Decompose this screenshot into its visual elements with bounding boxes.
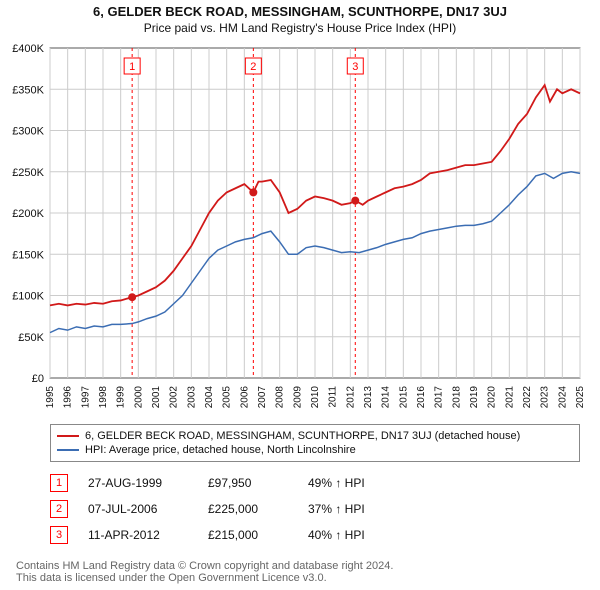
marker-hpi: 49% ↑ HPI bbox=[308, 476, 388, 490]
svg-text:2015: 2015 bbox=[398, 386, 409, 409]
marker-badge: 3 bbox=[50, 526, 68, 544]
svg-text:2003: 2003 bbox=[186, 386, 197, 409]
svg-text:1995: 1995 bbox=[45, 386, 56, 409]
marker-row: 3 11-APR-2012 £215,000 40% ↑ HPI bbox=[50, 522, 388, 548]
svg-text:2008: 2008 bbox=[275, 386, 286, 409]
footer-line-1: Contains HM Land Registry data © Crown c… bbox=[16, 560, 393, 572]
svg-text:2013: 2013 bbox=[363, 386, 374, 409]
svg-text:1999: 1999 bbox=[116, 386, 127, 409]
svg-text:2024: 2024 bbox=[557, 386, 568, 409]
svg-text:1996: 1996 bbox=[63, 386, 74, 409]
marker-table: 1 27-AUG-1999 £97,950 49% ↑ HPI 2 07-JUL-2006… bbox=[50, 470, 388, 548]
svg-text:2010: 2010 bbox=[310, 386, 321, 409]
legend-swatch bbox=[57, 435, 79, 437]
svg-text:2006: 2006 bbox=[239, 386, 250, 409]
svg-text:£400K: £400K bbox=[12, 43, 44, 55]
marker-badge: 1 bbox=[50, 474, 68, 492]
marker-badge: 2 bbox=[50, 500, 68, 518]
legend-label: 6, GELDER BECK ROAD, MESSINGHAM, SCUNTHO… bbox=[85, 430, 520, 442]
legend-swatch bbox=[57, 449, 79, 451]
marker-date: 11-APR-2012 bbox=[88, 528, 188, 542]
line-chart: £0 £50K £100K £150K £200K £250K £300K £350K £400… bbox=[0, 0, 600, 422]
footer: Contains HM Land Registry data © Crown c… bbox=[16, 560, 393, 584]
svg-text:2018: 2018 bbox=[451, 386, 462, 409]
marker-date: 27-AUG-1999 bbox=[88, 476, 188, 490]
svg-text:2019: 2019 bbox=[469, 386, 480, 409]
legend: 6, GELDER BECK ROAD, MESSINGHAM, SCUNTHO… bbox=[50, 424, 580, 462]
chart-container: { "title": "6, GELDER BECK ROAD, MESSING… bbox=[0, 0, 600, 590]
svg-text:2004: 2004 bbox=[204, 386, 215, 409]
svg-text:2011: 2011 bbox=[328, 386, 339, 408]
marker-hpi: 40% ↑ HPI bbox=[308, 528, 388, 542]
footer-line-2: This data is licensed under the Open Gov… bbox=[16, 572, 393, 584]
marker-row: 2 07-JUL-2006 £225,000 37% ↑ HPI bbox=[50, 496, 388, 522]
svg-text:£50K: £50K bbox=[18, 332, 44, 344]
legend-item: HPI: Average price, detached house, Nort… bbox=[57, 443, 573, 457]
svg-text:£350K: £350K bbox=[12, 84, 44, 96]
svg-text:1998: 1998 bbox=[98, 386, 109, 409]
svg-text:2009: 2009 bbox=[292, 386, 303, 409]
svg-text:2016: 2016 bbox=[416, 386, 427, 409]
svg-text:£250K: £250K bbox=[12, 167, 44, 179]
svg-text:2020: 2020 bbox=[487, 386, 498, 409]
svg-text:£0: £0 bbox=[32, 373, 44, 385]
svg-text:2: 2 bbox=[250, 61, 256, 73]
svg-text:2000: 2000 bbox=[133, 386, 144, 409]
marker-row: 1 27-AUG-1999 £97,950 49% ↑ HPI bbox=[50, 470, 388, 496]
marker-date: 07-JUL-2006 bbox=[88, 502, 188, 516]
svg-text:2002: 2002 bbox=[169, 386, 180, 409]
marker-hpi: 37% ↑ HPI bbox=[308, 502, 388, 516]
svg-text:1997: 1997 bbox=[80, 386, 91, 409]
svg-text:1: 1 bbox=[129, 61, 135, 73]
svg-text:£200K: £200K bbox=[12, 208, 44, 220]
svg-text:£100K: £100K bbox=[12, 291, 44, 303]
svg-text:2007: 2007 bbox=[257, 386, 268, 409]
svg-text:2022: 2022 bbox=[522, 386, 533, 409]
svg-text:3: 3 bbox=[352, 61, 358, 73]
svg-text:2017: 2017 bbox=[434, 386, 445, 409]
marker-price: £225,000 bbox=[208, 502, 288, 516]
svg-text:2005: 2005 bbox=[222, 386, 233, 409]
svg-text:2023: 2023 bbox=[540, 386, 551, 409]
svg-text:2021: 2021 bbox=[504, 386, 515, 409]
svg-text:2025: 2025 bbox=[575, 386, 586, 409]
svg-text:2001: 2001 bbox=[151, 386, 162, 409]
svg-text:£150K: £150K bbox=[12, 249, 44, 261]
svg-text:2014: 2014 bbox=[381, 386, 392, 409]
legend-item: 6, GELDER BECK ROAD, MESSINGHAM, SCUNTHO… bbox=[57, 429, 573, 443]
svg-text:£300K: £300K bbox=[12, 126, 44, 138]
legend-label: HPI: Average price, detached house, Nort… bbox=[85, 444, 356, 456]
marker-price: £97,950 bbox=[208, 476, 288, 490]
marker-price: £215,000 bbox=[208, 528, 288, 542]
svg-text:2012: 2012 bbox=[345, 386, 356, 409]
